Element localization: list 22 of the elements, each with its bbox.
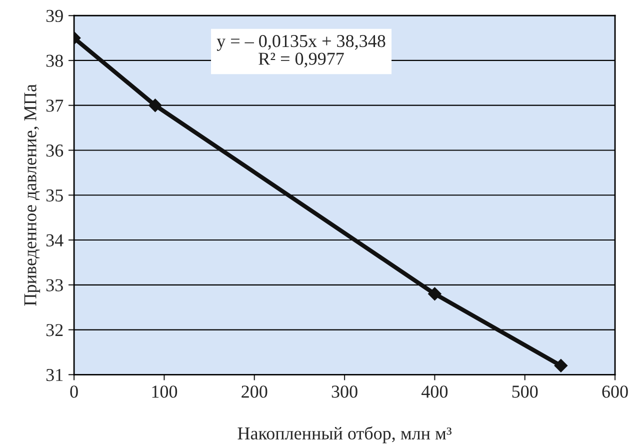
y-tick-label: 32 (46, 324, 63, 336)
y-axis-title: Приведенное давление, МПа (24, 84, 40, 306)
x-tick-label: 100 (152, 386, 178, 398)
x-tick-label: 600 (602, 386, 628, 398)
x-tick-label: 200 (242, 386, 268, 398)
point (554, 359, 568, 372)
y-tick-label: 36 (46, 144, 64, 157)
y-tick-label: 39 (46, 10, 63, 22)
annotation: y = – 0,0135x + 38,348 R² = 0,9977 (216, 34, 386, 68)
y-tick-label: 38 (46, 54, 63, 67)
point (148, 98, 162, 112)
y-tick-label: 33 (46, 279, 63, 292)
point (428, 287, 442, 300)
x-tick-label: 300 (332, 386, 358, 398)
y-tick-label: 37 (46, 100, 64, 112)
y-tick-label: 34 (46, 234, 64, 246)
y-tick-label: 31 (46, 368, 63, 382)
x-axis-title: Накопленный отбор, млн м³ (238, 426, 452, 444)
x-tick-label: 500 (512, 386, 538, 398)
x-tick-label: 400 (422, 386, 448, 398)
y-tick-label: 35 (46, 189, 63, 202)
x-tick-label: 0 (70, 386, 78, 398)
